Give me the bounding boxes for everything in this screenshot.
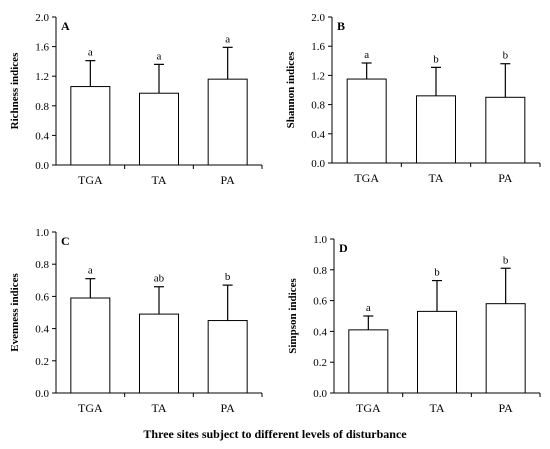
bar — [417, 310, 457, 394]
y-tick-label: 0.4 — [35, 324, 49, 336]
bar — [485, 303, 526, 394]
y-tick-label: 0.8 — [311, 100, 325, 112]
y-tick-label: 2.0 — [311, 12, 325, 24]
significance-letter: b — [503, 254, 509, 266]
bar — [70, 297, 111, 394]
x-tick-label: PA — [221, 401, 236, 415]
y-tick-label: 0.0 — [35, 388, 49, 400]
significance-letter: a — [88, 47, 93, 59]
x-tick-label: TGA — [356, 401, 381, 415]
y-tick-label: 0.6 — [313, 296, 327, 308]
bar — [485, 96, 526, 164]
y-tick-label: 2.0 — [35, 12, 49, 24]
shared-x-axis-title: Three sites subject to different levels … — [143, 427, 407, 441]
bar — [207, 320, 248, 394]
bar — [207, 78, 248, 166]
y-tick-label: 1.6 — [35, 42, 49, 54]
y-tick-label: 1.2 — [311, 70, 325, 82]
bar — [416, 95, 456, 164]
y-tick-label: 1.0 — [313, 234, 327, 246]
panel-label: C — [61, 234, 70, 248]
significance-letter: b — [434, 267, 440, 279]
y-tick-label: 1.0 — [35, 227, 49, 239]
significance-letter: a — [225, 33, 230, 45]
y-tick-label: 0.4 — [35, 130, 49, 142]
significance-letter: a — [366, 302, 371, 314]
bar — [139, 92, 179, 166]
significance-letter: ab — [154, 273, 165, 285]
y-tick-label: 1.6 — [311, 41, 325, 53]
y-tick-label: 0.4 — [311, 129, 325, 141]
chart-panel-b: 0.0 0.4 0.8 1.2 1.6 2.0 Shannon indices Ba TGA b T… — [285, 12, 541, 185]
y-tick-label: 0.8 — [35, 101, 49, 113]
bar — [139, 313, 179, 394]
x-tick-label: TA — [151, 401, 166, 415]
significance-letter: a — [88, 265, 93, 277]
y-tick-label: 1.2 — [35, 71, 49, 83]
chart-panel-c: 0.0 0.2 0.4 0.6 0.8 1.0 Evenness indices Ca TGA a… — [9, 227, 263, 415]
y-tick-label: 0.0 — [313, 388, 327, 400]
y-tick-label: 0.2 — [313, 357, 327, 369]
x-tick-label: PA — [499, 401, 514, 415]
y-tick-label: 0.2 — [35, 356, 49, 368]
y-axis-title: Simpson indices — [287, 278, 299, 354]
x-tick-label: PA — [221, 173, 236, 187]
x-tick-label: TA — [151, 173, 166, 187]
x-tick-label: TA — [429, 401, 444, 415]
y-tick-label: 0.0 — [35, 160, 49, 172]
bar — [346, 78, 387, 164]
x-tick-label: TA — [428, 171, 443, 185]
y-axis-title: Evenness indices — [9, 273, 21, 352]
significance-letter: b — [225, 271, 231, 283]
y-axis-title: Shannon indices — [285, 51, 297, 128]
significance-letter: b — [433, 53, 439, 65]
y-tick-label: 0.6 — [35, 291, 49, 303]
y-axis-title: Richness indices — [9, 52, 21, 129]
x-tick-label: TGA — [354, 171, 379, 185]
significance-letter: a — [364, 49, 369, 61]
x-tick-label: PA — [498, 171, 513, 185]
significance-letter: b — [503, 50, 509, 62]
y-tick-label: 0.4 — [313, 326, 327, 338]
significance-letter: a — [157, 50, 162, 62]
x-tick-label: TGA — [78, 173, 103, 187]
bar — [70, 86, 111, 166]
panel-label: B — [337, 19, 345, 33]
panel-label: D — [339, 241, 348, 255]
y-tick-label: 0.0 — [311, 158, 325, 170]
chart-panel-d: 0.0 0.2 0.4 0.6 0.8 1.0 Simpson indices Da TGA b T… — [287, 234, 541, 415]
y-tick-label: 0.8 — [313, 265, 327, 277]
panel-label: A — [61, 19, 70, 33]
y-tick-label: 0.8 — [35, 259, 49, 271]
x-tick-label: TGA — [78, 401, 103, 415]
bar — [348, 329, 389, 394]
chart-panel-a: 0.0 0.4 0.8 1.2 1.6 2.0 Richness indices Aa TGA a… — [9, 12, 263, 187]
